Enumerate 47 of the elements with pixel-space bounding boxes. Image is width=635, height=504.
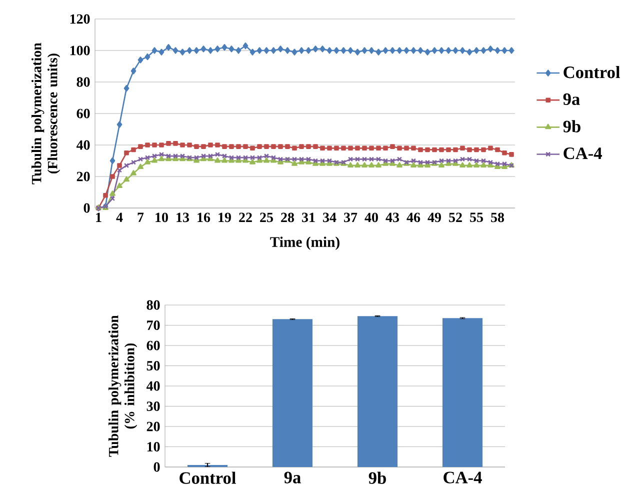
y-tick-label: 40 bbox=[76, 140, 90, 150]
x-tick-label: 25 bbox=[260, 212, 273, 222]
legend-label: Control bbox=[564, 66, 620, 78]
y-tick-label: 20 bbox=[146, 422, 160, 432]
x-tick-label: 58 bbox=[491, 212, 504, 222]
y-tick-label: 80 bbox=[146, 300, 160, 310]
x-tick-label: 9b bbox=[368, 472, 386, 484]
y-tick-label: 60 bbox=[146, 340, 160, 350]
x-tick-label: 31 bbox=[302, 212, 315, 222]
x-axis-title: Time (min) bbox=[270, 236, 340, 250]
legend-label: 9a bbox=[563, 93, 580, 105]
x-tick-label: 4 bbox=[116, 212, 123, 222]
y-tick-label: 0 bbox=[154, 462, 160, 472]
x-tick-label: 9a bbox=[284, 472, 301, 484]
x-tick-label: 43 bbox=[386, 212, 400, 222]
y-tick-label: 50 bbox=[146, 361, 160, 370]
y-tick-label: 20 bbox=[76, 172, 90, 182]
x-tick-label: 46 bbox=[406, 212, 420, 222]
x-tick-label: 10 bbox=[156, 212, 168, 222]
x-tick-label: 49 bbox=[428, 212, 441, 222]
x-tick-label: 1 bbox=[96, 212, 102, 222]
y-tick-label: 40 bbox=[146, 381, 160, 391]
x-tick-label: CA-4 bbox=[444, 472, 482, 484]
x-tick-label: 7 bbox=[138, 212, 144, 222]
x-tick-label: 13 bbox=[176, 212, 190, 222]
y-axis-title: Tubulin polymerization (% inhibition) bbox=[108, 315, 138, 457]
x-tick-label: 52 bbox=[449, 212, 462, 222]
y-tick-label: 80 bbox=[76, 77, 90, 87]
y-tick-label: 120 bbox=[70, 14, 90, 24]
x-tick-label: 22 bbox=[239, 212, 252, 222]
y-axis-title: Tubulin polymerization (Fluorescence units) bbox=[31, 42, 60, 184]
x-tick-label: 19 bbox=[218, 212, 231, 222]
x-tick-label: 34 bbox=[323, 212, 336, 222]
y-tick-label: 70 bbox=[147, 320, 160, 330]
y-tick-label: 100 bbox=[70, 46, 90, 56]
x-tick-label: 55 bbox=[470, 212, 483, 222]
y-tick-label: 10 bbox=[147, 442, 160, 452]
legend-label: 9b bbox=[563, 120, 580, 132]
y-tick-label: 30 bbox=[146, 402, 160, 411]
y-tick-label: 0 bbox=[84, 203, 90, 213]
x-tick-label: Control bbox=[180, 472, 236, 484]
x-tick-label: 28 bbox=[281, 212, 294, 222]
y-tick-label: 60 bbox=[76, 108, 90, 118]
legend-label: CA-4 bbox=[564, 148, 602, 160]
x-tick-label: 16 bbox=[198, 212, 210, 222]
x-tick-label: 37 bbox=[344, 212, 358, 222]
x-tick-label: 40 bbox=[364, 212, 378, 222]
